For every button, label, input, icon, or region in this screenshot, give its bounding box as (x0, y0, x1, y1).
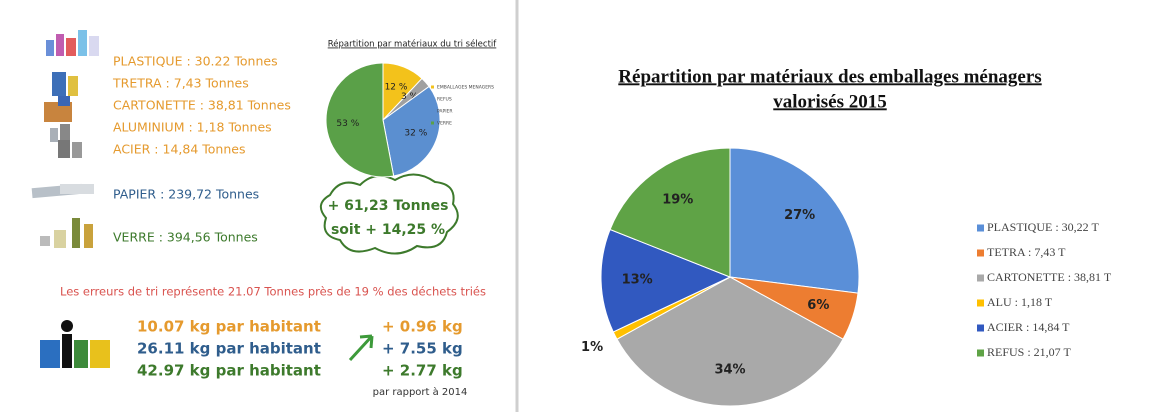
chart-title: Répartition par matériaux des emballages… (618, 66, 1041, 87)
material-label: TRETRA : 7,43 Tonnes (112, 76, 249, 91)
value-label: 19% (662, 193, 693, 208)
infographic: PLASTIQUE : 30.22 Tonnes TRETRA : 7,43 To… (0, 0, 1168, 412)
legend-label: VERRE (437, 121, 452, 127)
chart-title: valorisés 2015 (773, 91, 886, 112)
legend-label: REFUS (437, 97, 452, 103)
legend-label: PAPIER (437, 109, 453, 115)
legend-marker (977, 225, 984, 232)
change: + 7.55 kg (382, 340, 463, 358)
glass-label: VERRE : 394,56 Tonnes (113, 230, 258, 245)
legend-label: ACIER : 14,84 T (987, 320, 1070, 334)
value-label: 27% (784, 208, 815, 223)
per-inhabitant: 42.97 kg par habitant (137, 362, 321, 380)
value-label: 6% (807, 298, 829, 313)
value-label: 32 % (404, 129, 427, 139)
value-label: 1% (581, 340, 603, 355)
per-inhabitant: 26.11 kg par habitant (137, 340, 321, 358)
legend-label: EMBALLAGES MENAGERS (437, 85, 494, 91)
material-label: CARTONETTE : 38,81 Tonnes (113, 98, 291, 113)
paper-label: PAPIER : 239,72 Tonnes (113, 187, 259, 202)
change: + 0.96 kg (382, 318, 463, 336)
chart-title: Répartition par matériaux du tri sélecti… (328, 39, 498, 50)
legend-marker (431, 86, 434, 89)
legend-label: TETRA : 7,43 T (987, 245, 1066, 259)
material-label: PLASTIQUE : 30.22 Tonnes (113, 54, 278, 69)
legend-marker (977, 325, 984, 332)
legend-marker (977, 275, 984, 282)
page: { "left_panel": { "materials": ["PLASTIQ… (0, 0, 1168, 412)
legend-marker (977, 300, 984, 307)
change: + 2.77 kg (382, 362, 463, 380)
legend-label: ALU : 1,18 T (987, 295, 1053, 309)
value-label: 53 % (336, 119, 359, 129)
comparison-note: par rapport à 2014 (373, 386, 468, 398)
sorting-errors: Les erreurs de tri représente 21.07 Tonn… (60, 285, 486, 299)
material-label: ACIER : 14,84 Tonnes (113, 142, 245, 157)
legend-label: REFUS : 21,07 T (987, 345, 1071, 359)
legend-marker (977, 250, 984, 257)
legend-label: PLASTIQUE : 30,22 T (987, 220, 1099, 234)
material-label: ALUMINIUM : 1,18 Tonnes (113, 120, 272, 135)
value-label: 13% (622, 272, 653, 287)
per-inhabitant: 10.07 kg par habitant (137, 318, 321, 336)
legend-marker (431, 110, 434, 113)
cloud-text: + 61,23 Tonnes (328, 198, 449, 214)
legend-marker (431, 122, 434, 125)
cloud-text: soit + 14,25 % (331, 222, 445, 238)
value-label: 34% (714, 362, 745, 377)
legend-label: CARTONETTE : 38,81 T (987, 270, 1112, 284)
legend-marker (977, 350, 984, 357)
